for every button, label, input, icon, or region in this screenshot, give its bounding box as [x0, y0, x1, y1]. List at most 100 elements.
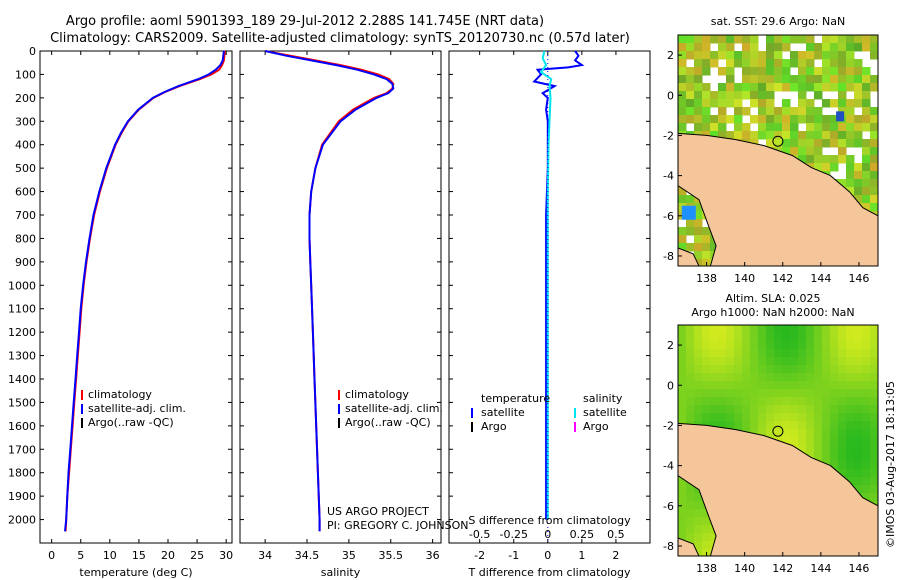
field-cell [814, 357, 823, 366]
field-cell [846, 163, 855, 172]
field-cell [758, 413, 767, 422]
field-cell [750, 35, 759, 44]
field-cell [846, 35, 855, 44]
field-cell [782, 333, 791, 342]
field-cell [870, 83, 878, 92]
field-cell [806, 139, 815, 148]
depth-tick-label: 1900 [8, 490, 36, 503]
lat-tick-label: -6 [663, 500, 674, 513]
field-cell [774, 59, 783, 68]
field-cell [750, 325, 759, 334]
field-cell [854, 171, 863, 180]
field-cell [758, 365, 767, 374]
field-cell [798, 325, 807, 334]
field-cell [718, 67, 727, 76]
field-cell [838, 67, 847, 76]
series-line-salinity-satellite [539, 50, 553, 520]
field-cell [862, 437, 871, 446]
field-cell [862, 397, 871, 406]
field-cell [846, 115, 855, 124]
field-cell [790, 397, 799, 406]
field-cell [766, 341, 775, 350]
field-cell [806, 445, 815, 454]
field-cell [854, 139, 863, 148]
x-tick-label: 36 [426, 549, 440, 562]
field-cell [710, 421, 719, 430]
field-cell [854, 333, 863, 342]
map-field [678, 325, 878, 556]
field-cell [846, 373, 855, 382]
field-cell [854, 445, 863, 454]
field-cell [750, 381, 759, 390]
field-cell [774, 115, 783, 124]
field-cell [830, 357, 839, 366]
series-line-satellite-adj-clim- [264, 50, 395, 532]
field-cell [838, 373, 847, 382]
field-cell [734, 365, 743, 374]
depth-tick-label: 400 [15, 139, 36, 152]
field-cell [798, 373, 807, 382]
legend-label: Argo(..raw -QC) [88, 416, 174, 429]
field-cell [726, 397, 735, 406]
field-cell [742, 341, 751, 350]
field-cell [830, 35, 839, 44]
field-cell [758, 357, 767, 366]
field-cell [806, 341, 815, 350]
field-cell [822, 115, 831, 124]
field-cell [814, 67, 823, 76]
field-cell [702, 533, 711, 542]
cool-patch [681, 205, 696, 220]
field-cell [870, 51, 878, 60]
field-cell [822, 389, 831, 398]
field-cell [790, 341, 799, 350]
field-cell [734, 131, 743, 140]
field-cell [758, 83, 767, 92]
field-cell [806, 107, 815, 116]
field-cell [734, 333, 743, 342]
field-cell [734, 413, 743, 422]
field-cell [790, 75, 799, 84]
field-cell [758, 107, 767, 116]
field-cell [782, 35, 791, 44]
field-cell [790, 333, 799, 342]
field-cell [774, 365, 783, 374]
field-cell [862, 381, 871, 390]
field-cell [870, 437, 878, 446]
field-cell [870, 365, 878, 374]
field-cell [838, 131, 847, 140]
field-cell [742, 333, 751, 342]
field-cell [830, 405, 839, 414]
field-cell [710, 99, 719, 108]
field-cell [694, 357, 703, 366]
field-cell [718, 365, 727, 374]
field-cell [870, 35, 878, 44]
field-cell [814, 75, 823, 84]
field-cell [758, 429, 767, 438]
field-cell [814, 365, 823, 374]
field-cell [742, 43, 751, 52]
field-cell [774, 35, 783, 44]
field-cell [822, 35, 831, 44]
field-cell [798, 115, 807, 124]
field-cell [870, 453, 878, 462]
field-cell [838, 75, 847, 84]
field-cell [678, 235, 687, 244]
field-cell [822, 131, 831, 140]
field-cell [838, 357, 847, 366]
field-cell [702, 509, 711, 518]
field-cell [862, 91, 871, 100]
lat-tick-label: -2 [663, 419, 674, 432]
field-cell [782, 373, 791, 382]
field-cell [686, 43, 695, 52]
field-cell [734, 389, 743, 398]
field-cell [678, 123, 687, 132]
field-cell [798, 389, 807, 398]
field-cell [838, 123, 847, 132]
field-cell [742, 67, 751, 76]
field-cell [806, 51, 815, 60]
field-cell [854, 421, 863, 430]
field-cell [806, 99, 815, 108]
field-cell [710, 413, 719, 422]
field-cell [790, 413, 799, 422]
depth-tick-label: 500 [15, 162, 36, 175]
